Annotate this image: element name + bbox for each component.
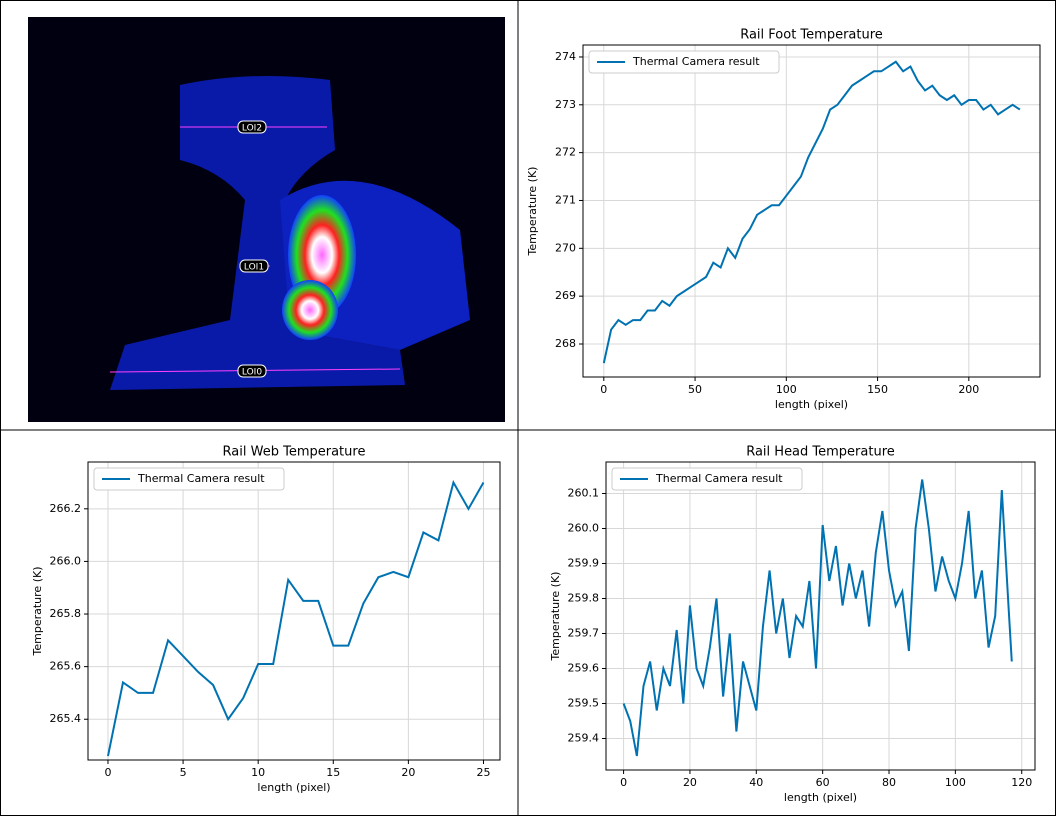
x-tick-label: 120: [1011, 776, 1032, 789]
loi-badge: [237, 364, 267, 378]
y-tick-label: 270: [555, 241, 576, 254]
plot-frame: [605, 461, 1036, 771]
x-tick-label: 60: [816, 776, 830, 789]
y-tick-label: 268: [555, 337, 576, 350]
x-axis-label: length (pixel): [257, 781, 330, 794]
x-tick-label: 80: [882, 776, 896, 789]
x-tick-label: 0: [620, 776, 627, 789]
x-tick-label: 5: [180, 766, 187, 779]
y-tick-label: 259.8: [568, 592, 600, 605]
y-tick-label: 274: [555, 50, 576, 63]
x-tick-label: 0: [104, 766, 111, 779]
x-tick-label: 0: [600, 383, 607, 396]
x-tick-label: 200: [958, 383, 979, 396]
x-tick-label: 25: [476, 766, 490, 779]
plot-frame: [582, 44, 1041, 378]
loi-badge: [239, 259, 269, 273]
chart-title: Rail Web Temperature: [223, 445, 366, 460]
x-tick-label: 10: [251, 766, 265, 779]
x-tick-label: 100: [945, 776, 966, 789]
hot-spot: [282, 280, 338, 340]
y-tick-label: 272: [555, 146, 576, 159]
x-tick-label: 50: [688, 383, 702, 396]
x-tick-label: 20: [683, 776, 697, 789]
legend-box: [588, 50, 780, 74]
x-tick-label: 40: [749, 776, 763, 789]
data-line: [602, 60, 1021, 364]
loi-label: LOI0: [242, 368, 262, 378]
rail-shape: [110, 76, 405, 390]
y-tick-label: 269: [555, 289, 576, 302]
y-axis-label: Temperature (K): [31, 567, 44, 657]
legend-label: Thermal Camera result: [655, 472, 783, 485]
y-tick-label: 259.9: [568, 557, 600, 570]
y-tick-label: 266.2: [50, 502, 82, 515]
x-tick-label: 150: [867, 383, 888, 396]
x-axis-label: length (pixel): [784, 791, 857, 804]
data-line: [107, 479, 485, 757]
plot-frame: [87, 461, 501, 761]
loi-label: LOI2: [242, 124, 262, 134]
loi-label: LOI1: [244, 263, 264, 273]
y-tick-label: 265.8: [50, 607, 82, 620]
x-tick-label: 20: [401, 766, 415, 779]
y-tick-label: 265.4: [50, 712, 82, 725]
y-tick-label: 260.0: [568, 522, 600, 535]
thermal-image: LOI2 LOI1 LOI0: [28, 17, 505, 422]
y-tick-label: 265.6: [50, 660, 82, 673]
legend-label: Thermal Camera result: [632, 55, 760, 68]
chart-title: Rail Head Temperature: [746, 445, 895, 460]
y-axis-label: Temperature (K): [526, 167, 539, 257]
y-tick-label: 259.4: [568, 732, 600, 745]
y-tick-label: 259.5: [568, 697, 600, 710]
legend-box: [611, 467, 803, 491]
chart-title: Rail Foot Temperature: [740, 28, 883, 43]
loi-badge: [237, 120, 267, 134]
y-tick-label: 271: [555, 193, 576, 206]
y-tick-label: 259.7: [568, 627, 600, 640]
x-axis-label: length (pixel): [775, 398, 848, 411]
legend-label: Thermal Camera result: [137, 472, 265, 485]
legend-box: [93, 467, 285, 491]
x-tick-label: 100: [776, 383, 797, 396]
x-tick-label: 15: [326, 766, 340, 779]
y-tick-label: 273: [555, 98, 576, 111]
y-tick-label: 259.6: [568, 662, 600, 675]
data-line: [622, 479, 1013, 757]
y-tick-label: 266.0: [50, 554, 82, 567]
y-axis-label: Temperature (K): [549, 572, 562, 662]
y-tick-label: 260.1: [568, 487, 600, 500]
